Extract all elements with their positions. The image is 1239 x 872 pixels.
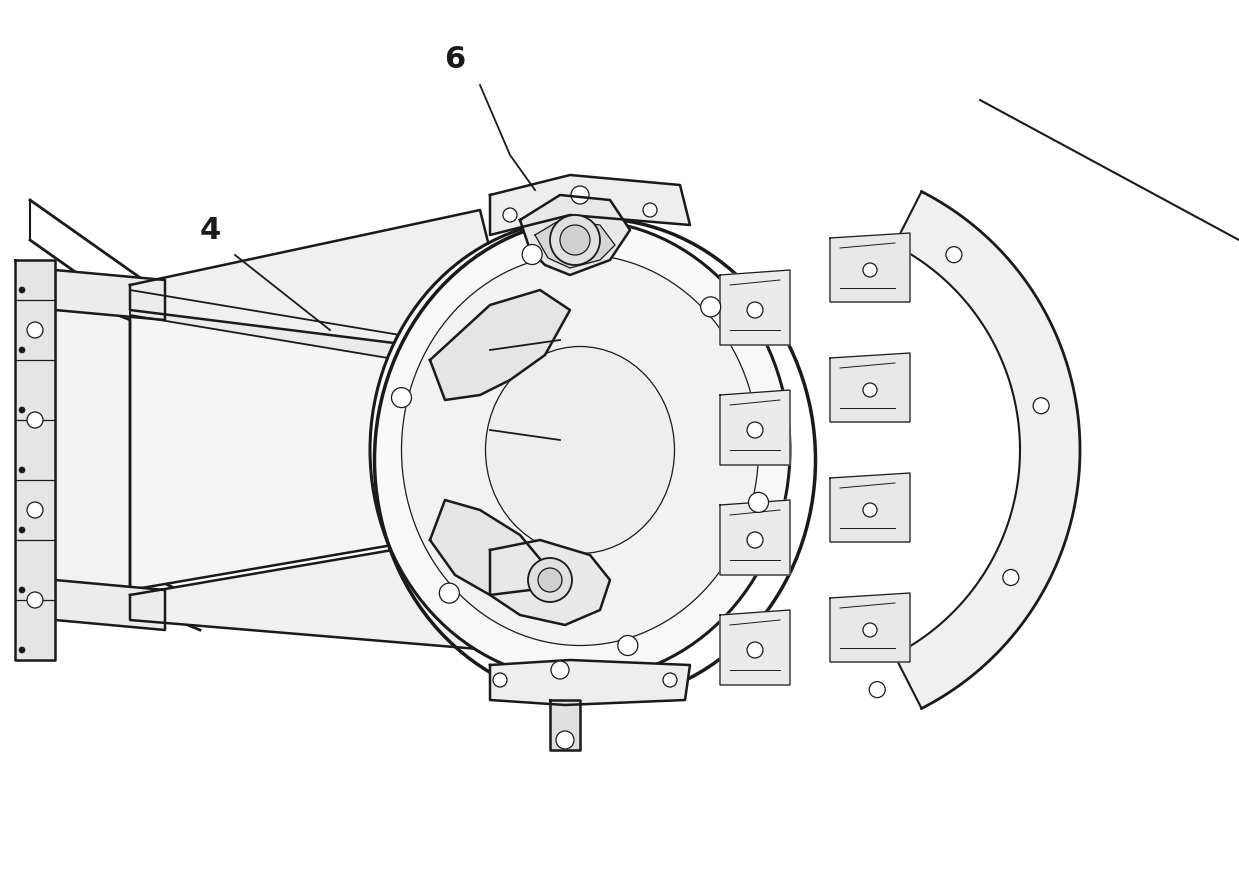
Circle shape [19,647,25,653]
Circle shape [663,673,676,687]
Polygon shape [830,473,909,542]
Polygon shape [130,290,489,375]
Circle shape [747,422,763,438]
Circle shape [864,623,877,637]
Circle shape [1002,569,1018,585]
Circle shape [440,583,460,603]
Circle shape [618,636,638,656]
Polygon shape [830,353,909,422]
Polygon shape [489,660,690,705]
Text: 6: 6 [445,45,466,74]
Polygon shape [895,192,1080,708]
Circle shape [27,322,43,338]
Circle shape [870,682,885,698]
Polygon shape [720,500,790,575]
Polygon shape [830,593,909,662]
Circle shape [19,347,25,353]
Polygon shape [489,540,610,625]
Circle shape [19,287,25,293]
Polygon shape [430,290,570,400]
Polygon shape [130,535,489,650]
Circle shape [27,502,43,518]
Circle shape [27,592,43,608]
Polygon shape [430,500,545,595]
Circle shape [701,296,721,317]
Polygon shape [55,270,165,320]
Circle shape [19,527,25,533]
Text: 4: 4 [199,215,221,244]
Circle shape [27,412,43,428]
Circle shape [19,467,25,473]
Ellipse shape [486,346,674,554]
Polygon shape [520,195,629,275]
Circle shape [571,186,589,204]
Circle shape [747,642,763,658]
Polygon shape [15,260,55,660]
Circle shape [748,493,768,513]
Polygon shape [720,270,790,345]
Circle shape [538,568,563,592]
Circle shape [1033,398,1049,413]
Circle shape [643,203,657,217]
Circle shape [522,244,543,264]
Polygon shape [720,390,790,465]
Circle shape [392,388,411,407]
Circle shape [864,263,877,277]
Circle shape [528,558,572,602]
Circle shape [19,407,25,413]
Circle shape [19,587,25,593]
Polygon shape [130,210,489,355]
Circle shape [551,661,569,679]
Circle shape [503,208,517,222]
Circle shape [550,215,600,265]
Circle shape [864,503,877,517]
Circle shape [864,383,877,397]
Circle shape [945,247,961,262]
Circle shape [493,673,507,687]
Polygon shape [535,220,615,268]
Polygon shape [130,310,501,590]
Polygon shape [55,290,130,600]
Ellipse shape [401,255,758,645]
Polygon shape [55,580,165,630]
Circle shape [747,532,763,548]
Polygon shape [550,700,580,750]
Polygon shape [830,233,909,302]
Polygon shape [489,175,690,235]
Circle shape [556,731,574,749]
Ellipse shape [370,220,790,680]
Circle shape [560,225,590,255]
Circle shape [747,302,763,318]
Polygon shape [720,610,790,685]
